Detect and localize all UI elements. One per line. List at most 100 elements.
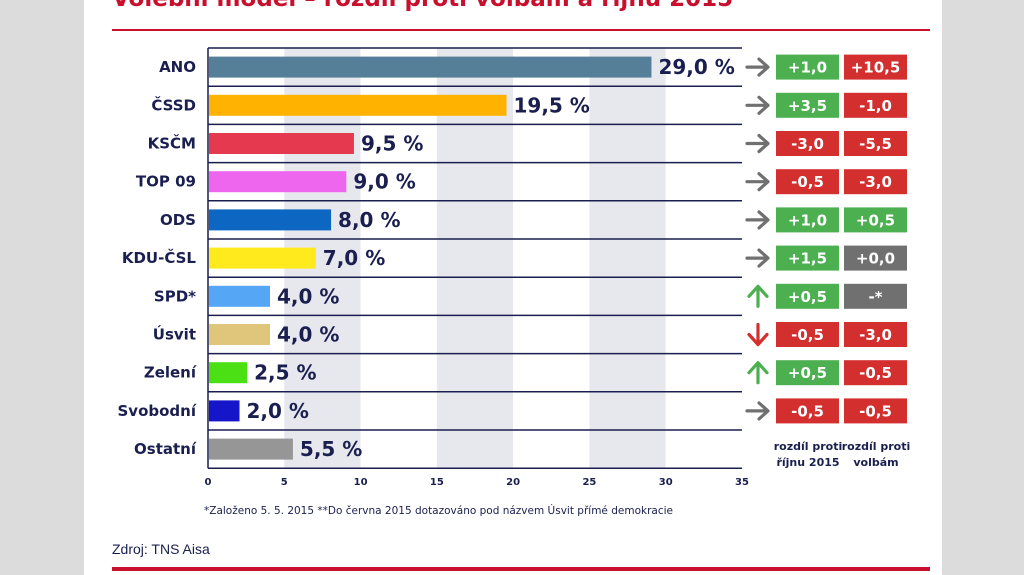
arrow-right-icon (745, 172, 770, 192)
diff-october-box (776, 92, 839, 118)
diff-october-value: +1,5 (788, 250, 827, 268)
diff-elections-box (844, 207, 907, 233)
bar-chart: 0 5 10 15 20 25 30 35 ANO 29,0 % +1,0 +10,5 ČSSD 19,5… (118, 47, 911, 488)
category-label: Zelení (144, 364, 197, 382)
plot-band (436, 48, 514, 469)
value-label: 4,0 % (277, 323, 339, 347)
footnote: *Založeno 5. 5. 2015 **Do června 2015 do… (204, 505, 673, 517)
arrow-right-icon (745, 133, 770, 154)
value-label: 8,0 % (338, 208, 400, 232)
category-label: KDU-ČSL (122, 248, 197, 267)
x-tick-label: 25 (582, 477, 596, 488)
column-header-october: říjnu 2015 (776, 456, 839, 469)
column-header-elections: volbám (853, 456, 898, 469)
diff-october-box (776, 360, 839, 386)
diff-elections-box (844, 169, 907, 195)
bar (209, 133, 354, 154)
value-label: 29,0 % (658, 55, 734, 79)
value-label: 2,5 % (254, 361, 316, 385)
x-tick-label: 15 (430, 477, 444, 488)
arrow-right-icon (745, 95, 770, 115)
category-label: SPD* (154, 287, 196, 305)
diff-october-value: +0,5 (788, 288, 827, 306)
diff-elections-value: +0,5 (856, 211, 895, 229)
arrow-right-icon (745, 248, 770, 268)
arrow-right-icon (745, 401, 770, 421)
diff-october-value: +3,5 (788, 97, 827, 115)
arrow-down-icon (747, 322, 769, 347)
diff-elections-value: +10,5 (851, 59, 901, 77)
bar (209, 324, 271, 345)
x-tick-label: 30 (659, 477, 673, 488)
bar (209, 438, 293, 460)
diff-elections-box (844, 322, 907, 347)
x-tick-label: 35 (735, 477, 749, 488)
diff-elections-value: -0,5 (859, 364, 892, 382)
value-label: 2,0 % (247, 399, 309, 423)
diff-october-value: +1,0 (788, 59, 827, 77)
value-label: 5,5 % (300, 437, 362, 461)
category-label: Ostatní (134, 440, 197, 458)
diff-october-box (776, 54, 839, 80)
diff-october-box (776, 322, 839, 347)
diff-october-value: -3,0 (791, 135, 824, 153)
column-header-elections: rozdíl proti (842, 440, 911, 453)
bottom-rule (112, 567, 930, 571)
diff-elections-box (844, 360, 907, 386)
bar (209, 285, 271, 307)
diff-elections-box (844, 131, 907, 156)
plot-band (513, 48, 590, 469)
diff-october-box (776, 245, 839, 271)
diff-elections-box (844, 245, 907, 271)
x-tick-label: 20 (506, 477, 520, 488)
plot-band (589, 48, 666, 469)
category-label: ANO (159, 58, 196, 76)
bar (209, 94, 507, 116)
bar (209, 362, 248, 384)
x-tick-label: 0 (205, 477, 212, 488)
diff-elections-box (844, 398, 907, 424)
plot-band (665, 48, 742, 469)
arrow-right-icon (745, 57, 770, 77)
source-label: Zdroj: TNS Aisa (112, 541, 210, 557)
diff-october-box (776, 207, 839, 233)
title-underline (112, 29, 930, 31)
column-header-october: rozdíl proti (774, 440, 843, 453)
diff-october-box (776, 283, 839, 309)
value-label: 9,5 % (361, 132, 423, 156)
x-tick-label: 5 (281, 477, 288, 488)
chart-panel: Volební model – rozdíl proti volbám a ří… (84, 0, 942, 575)
bar (209, 247, 316, 269)
diff-elections-value: -0,5 (859, 402, 892, 420)
plot-band (360, 48, 437, 469)
category-label: Úsvit (153, 325, 196, 344)
arrow-up-icon (747, 361, 769, 385)
bar (209, 209, 332, 231)
diff-october-value: -0,5 (791, 326, 824, 344)
value-label: 19,5 % (514, 93, 590, 117)
value-label: 4,0 % (277, 284, 339, 308)
diff-october-box (776, 131, 839, 156)
diff-elections-value: +0,0 (856, 250, 895, 268)
diff-elections-value: -5,5 (859, 135, 892, 153)
diff-october-box (776, 398, 839, 424)
diff-october-value: -0,5 (791, 402, 824, 420)
arrow-up-icon (747, 284, 769, 308)
category-label: ODS (160, 211, 196, 229)
category-label: ČSSD (151, 95, 196, 114)
diff-elections-value: -1,0 (859, 97, 892, 115)
arrow-right-icon (745, 210, 770, 230)
chart-title: Volební model – rozdíl proti volbám a ří… (112, 0, 733, 12)
diff-elections-value: -3,0 (859, 326, 892, 344)
diff-october-value: -0,5 (791, 173, 824, 191)
bar (209, 400, 240, 422)
diff-elections-box (844, 283, 907, 309)
bar (209, 56, 652, 78)
diff-october-box (776, 169, 839, 195)
category-label: Svobodní (118, 402, 197, 420)
diff-elections-box (844, 92, 907, 118)
value-label: 9,0 % (353, 170, 415, 194)
diff-elections-box (844, 54, 907, 80)
bar (209, 171, 347, 193)
category-label: KSČM (148, 134, 196, 153)
